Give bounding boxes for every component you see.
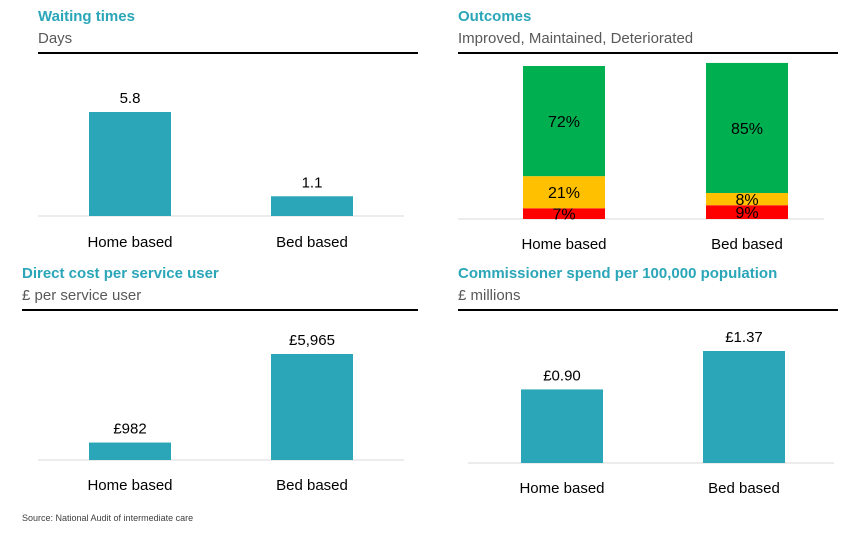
bar-segment-maintained [706, 192, 788, 206]
waiting-times-panel: Waiting times Days 5.8 Home based 1.1 Bed b… [38, 8, 418, 258]
data-label: 21% [548, 185, 580, 202]
data-label: 8% [735, 192, 758, 209]
category-label: Bed based [711, 236, 783, 253]
chart-subtitle: £ millions [458, 287, 521, 304]
category-label: Bed based [276, 477, 348, 494]
bar-segment-deteriorated [706, 205, 788, 219]
data-label: 5.8 [120, 90, 141, 107]
commissioner-spend-chart: £0.90 Home based £1.37 Bed based [468, 329, 834, 497]
category-label: Bed based [276, 234, 348, 251]
bar [271, 196, 353, 216]
chart-title: Outcomes [458, 8, 532, 25]
chart-subtitle: Days [38, 30, 73, 47]
bar-segment-improved [523, 66, 605, 177]
source-note: Source: National Audit of intermediate c… [22, 513, 194, 523]
bar [703, 351, 785, 463]
data-label: 9% [735, 205, 758, 222]
chart-subtitle: Improved, Maintained, Deteriorated [458, 30, 694, 47]
bar-segment-maintained [523, 176, 605, 209]
title-rule [458, 309, 838, 311]
bar [521, 389, 603, 463]
data-label: 1.1 [302, 174, 323, 191]
title-rule [22, 309, 418, 311]
bar-segment-improved [706, 62, 788, 193]
chart-title: Direct cost per service user [22, 265, 219, 282]
title-rule [458, 52, 838, 54]
category-label: Home based [519, 480, 604, 497]
category-label: Home based [87, 234, 172, 251]
bar-segment-deteriorated [523, 208, 605, 219]
direct-cost-panel: Direct cost per service user £ per servi… [22, 265, 418, 500]
data-label: 72% [548, 114, 580, 131]
data-label: £1.37 [725, 329, 763, 346]
waiting-times-chart: 5.8 Home based 1.1 Bed based [38, 90, 404, 251]
chart-subtitle: £ per service user [22, 287, 142, 304]
data-label: £5,965 [289, 332, 335, 349]
chart-title: Waiting times [38, 8, 135, 25]
category-label: Home based [87, 477, 172, 494]
outcomes-panel: Outcomes Improved, Maintained, Deteriora… [458, 8, 838, 258]
title-rule [38, 52, 418, 54]
data-label: 7% [552, 207, 575, 224]
data-label: £0.90 [543, 367, 581, 384]
category-label: Home based [521, 236, 606, 253]
commissioner-spend-panel: Commissioner spend per 100,000 populatio… [458, 265, 838, 500]
category-label: Bed based [708, 480, 780, 497]
bar [271, 354, 353, 460]
data-label: £982 [113, 421, 146, 438]
bar [89, 442, 171, 460]
chart-title: Commissioner spend per 100,000 populatio… [458, 265, 778, 282]
direct-cost-chart: £982 Home based £5,965 Bed based [38, 332, 404, 494]
bar [89, 112, 171, 216]
outcomes-chart: 7% 21% 72% Home based 9%8% 85% Bed based [458, 62, 824, 253]
data-label: 85% [731, 121, 763, 138]
